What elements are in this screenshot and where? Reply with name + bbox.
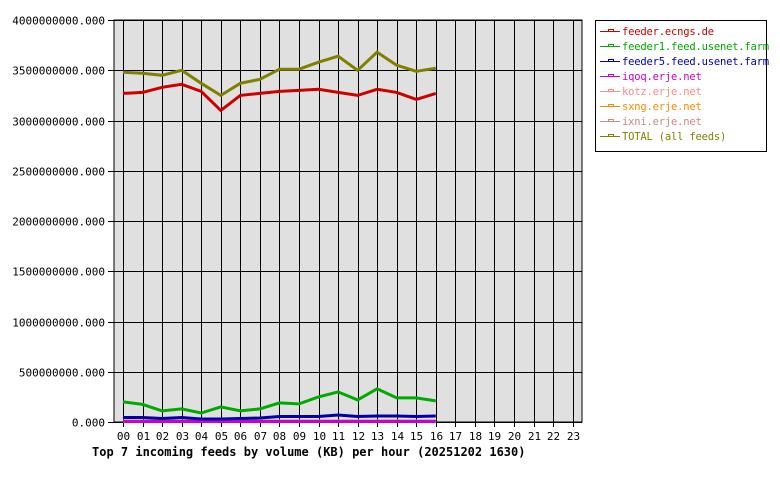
x-tick-label: 21	[528, 430, 541, 443]
legend-line-marker-icon	[600, 72, 620, 81]
legend-line-marker-icon	[600, 57, 620, 66]
x-tick-label: 17	[449, 430, 462, 443]
y-tick-label: 0.000	[72, 417, 105, 430]
x-tick-label: 04	[195, 430, 209, 443]
x-tick-label: 07	[254, 430, 267, 443]
legend-label: iqoq.erje.net	[622, 70, 702, 83]
legend-item: TOTAL (all feeds)	[600, 129, 766, 144]
x-tick-label: 01	[137, 430, 150, 443]
legend-line-marker-icon	[600, 117, 620, 126]
y-tick-label: 1500000000.000	[12, 266, 105, 279]
legend-label: sxng.erje.net	[622, 100, 702, 113]
x-tick-label: 03	[176, 430, 189, 443]
legend-label: TOTAL (all feeds)	[622, 130, 727, 143]
x-tick-label: 23	[567, 430, 580, 443]
legend-item: feeder1.feed.usenet.farm	[600, 39, 769, 54]
x-tick-label: 10	[313, 430, 326, 443]
series-line	[122, 50, 437, 98]
legend-item: ixni.erje.net	[600, 114, 766, 129]
x-tick-label: 08	[273, 430, 286, 443]
series-line	[123, 413, 436, 421]
chart-title: Top 7 incoming feeds by volume (KB) per …	[92, 445, 525, 459]
x-tick-label: 19	[488, 430, 501, 443]
x-tick-label: 05	[215, 430, 228, 443]
x-tick-label: 18	[469, 430, 482, 443]
x-tick-label: 16	[430, 430, 443, 443]
y-tick-label: 500000000.000	[19, 367, 105, 380]
y-tick-label: 3000000000.000	[12, 116, 105, 129]
x-tick-label: 20	[508, 430, 521, 443]
legend-label: ixni.erje.net	[622, 115, 702, 128]
x-tick-label: 06	[234, 430, 247, 443]
x-tick-label: 00	[117, 430, 130, 443]
legend-line-marker-icon	[600, 132, 620, 141]
x-tick-label: 13	[371, 430, 384, 443]
y-tick-label: 2000000000.000	[12, 216, 105, 229]
x-tick-label: 02	[156, 430, 169, 443]
x-tick-label: 14	[391, 430, 405, 443]
x-tick-label: 12	[352, 430, 365, 443]
y-tick-label: 1000000000.000	[12, 317, 105, 330]
legend-label: feeder5.feed.usenet.farm	[622, 55, 769, 68]
y-tick-label: 2500000000.000	[12, 166, 105, 179]
legend-label: feeder1.feed.usenet.farm	[622, 40, 769, 53]
series-line	[122, 387, 437, 415]
y-tick-label: 4000000000.000	[12, 15, 105, 28]
legend-line-marker-icon	[600, 27, 620, 36]
legend-item: feeder.ecngs.de	[600, 24, 766, 39]
series-line	[122, 82, 437, 113]
legend-item: kotz.erje.net	[600, 84, 766, 99]
series-lines	[122, 50, 437, 423]
x-tick-label: 22	[547, 430, 560, 443]
y-tick-label: 3500000000.000	[12, 65, 105, 78]
y-axis-tick-labels: 0.000 500000000.000 1000000000.000 15000000…	[12, 15, 105, 430]
legend-item: sxng.erje.net	[600, 99, 766, 114]
legend-item: iqoq.erje.net	[600, 69, 766, 84]
legend-line-marker-icon	[600, 42, 620, 51]
vertical-gridlines	[123, 20, 574, 427]
x-tick-label: 15	[410, 430, 423, 443]
legend-line-marker-icon	[600, 102, 620, 111]
legend-label: feeder.ecngs.de	[622, 25, 714, 38]
x-axis-tick-labels: 00 01 02 03 04 05 06 07 08 09 10 11 12 13 14 15 16 17 18 19…	[117, 430, 580, 443]
legend-item: feeder5.feed.usenet.farm	[600, 54, 769, 69]
x-tick-label: 09	[293, 430, 306, 443]
x-tick-label: 11	[332, 430, 345, 443]
legend: feeder.ecngs.de feeder1.feed.usenet.farm f…	[595, 20, 769, 152]
legend-line-marker-icon	[600, 87, 620, 96]
legend-label: kotz.erje.net	[622, 85, 702, 98]
